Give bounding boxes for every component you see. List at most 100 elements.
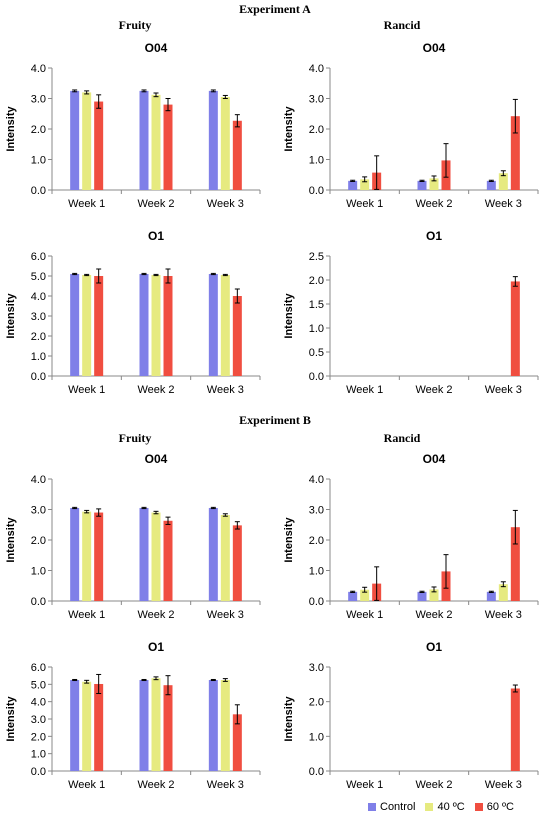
y-tick-label: 6.0 [31,662,46,674]
y-axis-label: Intensity [283,517,295,563]
experiment-a-title: Experiment A [239,2,311,16]
y-tick-label: 2.5 [309,251,324,263]
x-tick-label: Week 1 [346,384,383,396]
y-tick-label: 2.0 [309,275,324,287]
x-tick-label: Week 3 [207,779,244,791]
y-tick-label: 4.0 [31,291,46,303]
chart-a-rancid-o04: O04 Intensity 0.0 1.0 2.0 3.0 4.0 Week 1 Week 2 W… [278,36,548,216]
x-tick-label: Week 1 [346,779,383,791]
bar-control [208,274,218,376]
y-tick-label: 4.0 [309,474,324,486]
chart-legend: Control 40 ºC 60 ºC [368,801,524,813]
x-tick-label: Week 3 [485,384,522,396]
y-tick-label: 3.0 [31,714,46,726]
y-tick-label: 3.0 [31,311,46,323]
y-tick-label: 4.0 [31,474,46,486]
chart-b-rancid-o04: O04 Intensity 0.0 1.0 2.0 3.0 4.0 Week 1 Week 2 W… [278,447,548,627]
legend-label-40c: 40 ºC [437,801,465,813]
x-tick-label: Week 2 [137,609,174,621]
x-tick-label: Week 1 [68,779,105,791]
y-tick-label: 0.5 [309,347,324,359]
bar-60-c [510,527,520,601]
bar-60-c [94,512,104,601]
bar-60-c [94,101,104,190]
x-tick-label: Week 2 [137,198,174,210]
bar-control [208,680,218,771]
x-tick-label: Week 1 [68,384,105,396]
bar-control [486,591,496,601]
chart-a-rancid-o1: O1 Intensity 0.0 0.5 1.0 1.5 2.0 2.5 Week 1 Week … [278,224,548,402]
y-tick-label: 3.0 [31,94,46,106]
y-tick-label: 1.0 [31,155,46,167]
x-tick-label: Week 3 [207,198,244,210]
y-tick-label: 1.0 [309,731,324,743]
bar-control [70,274,80,376]
y-tick-label: 0.0 [309,596,324,608]
bar-60-c [232,525,242,601]
y-tick-label: 3.0 [309,505,324,517]
bar-40-c [220,96,230,190]
bar-control [486,180,496,190]
chart-title: O04 [423,41,446,55]
experiment-b-rancid-title: Rancid [383,431,421,445]
bar-40-c [151,512,161,601]
legend-label-control: Control [380,801,416,813]
bar-control [348,180,358,190]
legend-swatch-60c [474,803,483,811]
y-tick-label: 3.0 [309,94,324,106]
bar-40-c [360,179,370,190]
x-tick-label: Week 1 [346,609,383,621]
chart-a-fruity-o04: O04 Intensity 0.0 1.0 2.0 3.0 4.0 Week 1 Week 2 W… [0,36,270,216]
bar-60-c [510,688,520,771]
x-tick-label: Week 2 [415,384,452,396]
x-tick-label: Week 3 [485,609,522,621]
x-tick-label: Week 2 [137,779,174,791]
y-tick-label: 1.0 [31,566,46,578]
bar-control [139,507,149,601]
y-tick-label: 2.0 [309,535,324,547]
x-tick-label: Week 2 [137,384,174,396]
x-tick-label: Week 2 [415,779,452,791]
y-tick-label: 2.0 [309,697,324,709]
y-tick-label: 2.0 [309,124,324,136]
y-tick-label: 1.0 [31,351,46,363]
bar-control [70,90,80,190]
bar-60-c [510,116,520,190]
chart-title: O1 [426,229,442,243]
chart-b-fruity-o04: O04 Intensity 0.0 1.0 2.0 3.0 4.0 Week 1 Week 2 W… [0,447,270,627]
bar-40-c [151,94,161,190]
bar-60-c [163,520,173,601]
bar-60-c [94,276,104,376]
x-tick-label: Week 2 [415,609,452,621]
y-tick-label: 1.0 [309,155,324,167]
y-tick-label: 0.0 [309,766,324,778]
x-tick-label: Week 3 [485,779,522,791]
y-axis-label: Intensity [5,293,17,339]
bar-40-c [498,584,508,601]
legend-item-control: Control [368,801,415,813]
x-tick-label: Week 3 [485,198,522,210]
bar-control [208,90,218,190]
y-tick-label: 3.0 [309,662,324,674]
y-axis-label: Intensity [283,696,295,742]
chart-title: O1 [426,640,442,654]
bar-control [208,507,218,601]
chart-title: O1 [148,229,164,243]
legend-item-60c: 60 ºC [474,801,514,813]
chart-b-fruity-o1: O1 Intensity 0.0 1.0 2.0 3.0 4.0 5.0 6.0 Week 1 We… [0,635,270,797]
bar-40-c [82,511,92,601]
chart-a-fruity-o1: O1 Intensity 0.0 1.0 2.0 3.0 4.0 5.0 6.0 Week 1 We… [0,224,270,402]
x-tick-label: Week 1 [346,198,383,210]
chart-title: O04 [145,41,168,55]
y-tick-label: 2.0 [31,124,46,136]
y-axis-label: Intensity [283,106,295,152]
bar-40-c [429,589,439,601]
bar-control [417,180,427,190]
y-tick-label: 0.0 [31,766,46,778]
bar-40-c [220,680,230,771]
y-tick-label: 5.0 [31,271,46,283]
x-tick-label: Week 1 [68,198,105,210]
chart-title: O04 [145,452,168,466]
y-tick-label: 4.0 [31,63,46,75]
bar-40-c [498,173,508,190]
